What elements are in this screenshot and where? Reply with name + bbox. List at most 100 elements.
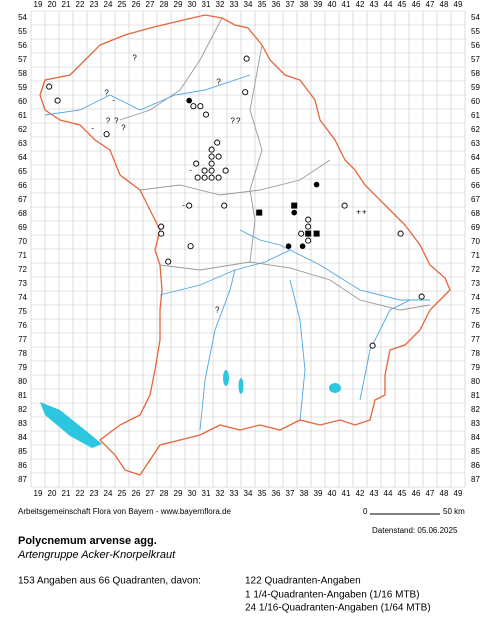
record-filled xyxy=(186,97,192,104)
column-label: 25 xyxy=(118,0,127,9)
row-label: 60 xyxy=(471,97,480,106)
column-label: 43 xyxy=(370,0,379,9)
record-open xyxy=(54,97,61,104)
record-open xyxy=(215,174,222,181)
district-border xyxy=(249,44,263,263)
column-label: 25 xyxy=(118,489,127,498)
species: Polycnemum arvense agg. xyxy=(18,535,157,547)
record-question: ? xyxy=(106,117,111,126)
column-label: 33 xyxy=(230,0,239,9)
record-open xyxy=(222,167,229,174)
column-label: 21 xyxy=(62,489,71,498)
record-open xyxy=(193,160,200,167)
river xyxy=(359,299,411,401)
record-open xyxy=(208,146,215,153)
record-open xyxy=(187,243,194,250)
summary: 153 Angaben aus 66 Quadranten, davon: xyxy=(18,576,201,587)
record-plus: + xyxy=(362,208,367,217)
row-label: 64 xyxy=(18,153,27,162)
count: 24 1/16-Quadranten-Angaben (1/64 MTB) xyxy=(245,603,431,614)
column-label: 38 xyxy=(300,0,309,9)
row-label: 62 xyxy=(18,125,27,134)
lake xyxy=(223,370,229,386)
column-label: 27 xyxy=(146,489,155,498)
column-label: 30 xyxy=(188,0,197,9)
record-filled xyxy=(291,209,298,216)
column-label: 22 xyxy=(76,489,85,498)
record-question: ? xyxy=(104,89,109,98)
row-label: 73 xyxy=(471,279,480,288)
record-open xyxy=(186,202,193,209)
record-square xyxy=(305,230,312,237)
column-label: 28 xyxy=(160,0,169,9)
column-label: 27 xyxy=(146,0,155,9)
state-border xyxy=(39,14,451,476)
river xyxy=(239,229,291,251)
column-label: 30 xyxy=(188,489,197,498)
column-label: 26 xyxy=(132,0,141,9)
row-label: 63 xyxy=(18,139,27,148)
record-open xyxy=(215,153,222,160)
row-label: 75 xyxy=(471,307,480,316)
scale-start: 0 xyxy=(363,507,368,516)
row-label: 68 xyxy=(18,209,27,218)
column-label: 41 xyxy=(342,489,351,498)
record-question: ? xyxy=(236,117,241,126)
grid xyxy=(30,10,466,488)
column-label: 42 xyxy=(356,0,365,9)
row-label: 67 xyxy=(471,195,480,204)
column-label: 32 xyxy=(216,0,225,9)
record-open xyxy=(242,89,249,96)
row-label: 77 xyxy=(18,335,27,344)
column-label: 35 xyxy=(258,489,267,498)
grid-labels: 19 19 20 20 21 21 22 22 23 23 24 24 25 25 26 26 27 27 28 28… xyxy=(18,0,480,498)
record-open xyxy=(341,202,348,209)
lakes xyxy=(40,370,341,448)
record-open xyxy=(201,167,208,174)
scale-bar: 0 50 km xyxy=(363,507,465,516)
record-question: ? xyxy=(215,306,220,315)
column-label: 20 xyxy=(48,0,57,9)
record-open xyxy=(369,342,376,349)
column-label: 26 xyxy=(132,489,141,498)
row-label: 60 xyxy=(18,97,27,106)
record-open xyxy=(158,230,165,237)
date: Datenstand: 05.06.2025 xyxy=(372,526,458,535)
row-label: 81 xyxy=(18,391,27,400)
row-label: 80 xyxy=(471,377,480,386)
row-label: 67 xyxy=(18,195,27,204)
column-label: 24 xyxy=(104,489,113,498)
row-label: 72 xyxy=(471,265,480,274)
row-label: 76 xyxy=(18,321,27,330)
column-label: 40 xyxy=(328,0,337,9)
column-label: 46 xyxy=(412,489,421,498)
column-label: 40 xyxy=(328,489,337,498)
river xyxy=(199,269,236,431)
column-label: 46 xyxy=(412,0,421,9)
row-label: 56 xyxy=(471,41,480,50)
row-label: 82 xyxy=(18,405,27,414)
row-label: 83 xyxy=(471,419,480,428)
record-square xyxy=(291,202,298,209)
row-label: 70 xyxy=(471,237,480,246)
column-label: 35 xyxy=(258,0,267,9)
district-border xyxy=(119,17,223,121)
row-label: 57 xyxy=(471,55,480,64)
row-label: 85 xyxy=(18,447,27,456)
record-open xyxy=(201,174,208,181)
column-label: 44 xyxy=(384,0,393,9)
row-label: 80 xyxy=(18,377,27,386)
row-label: 71 xyxy=(471,251,480,260)
row-label: 83 xyxy=(18,419,27,428)
column-label: 24 xyxy=(104,0,113,9)
record-open xyxy=(158,223,165,230)
column-label: 23 xyxy=(90,0,99,9)
record-open xyxy=(397,230,404,237)
column-label: 37 xyxy=(286,0,295,9)
record-open xyxy=(214,139,221,146)
column-label: 45 xyxy=(398,0,407,9)
column-label: 44 xyxy=(384,489,393,498)
count: 122 Quadranten-Angaben xyxy=(245,576,361,587)
record-minus: - xyxy=(112,96,115,105)
record-minus: - xyxy=(189,166,192,175)
